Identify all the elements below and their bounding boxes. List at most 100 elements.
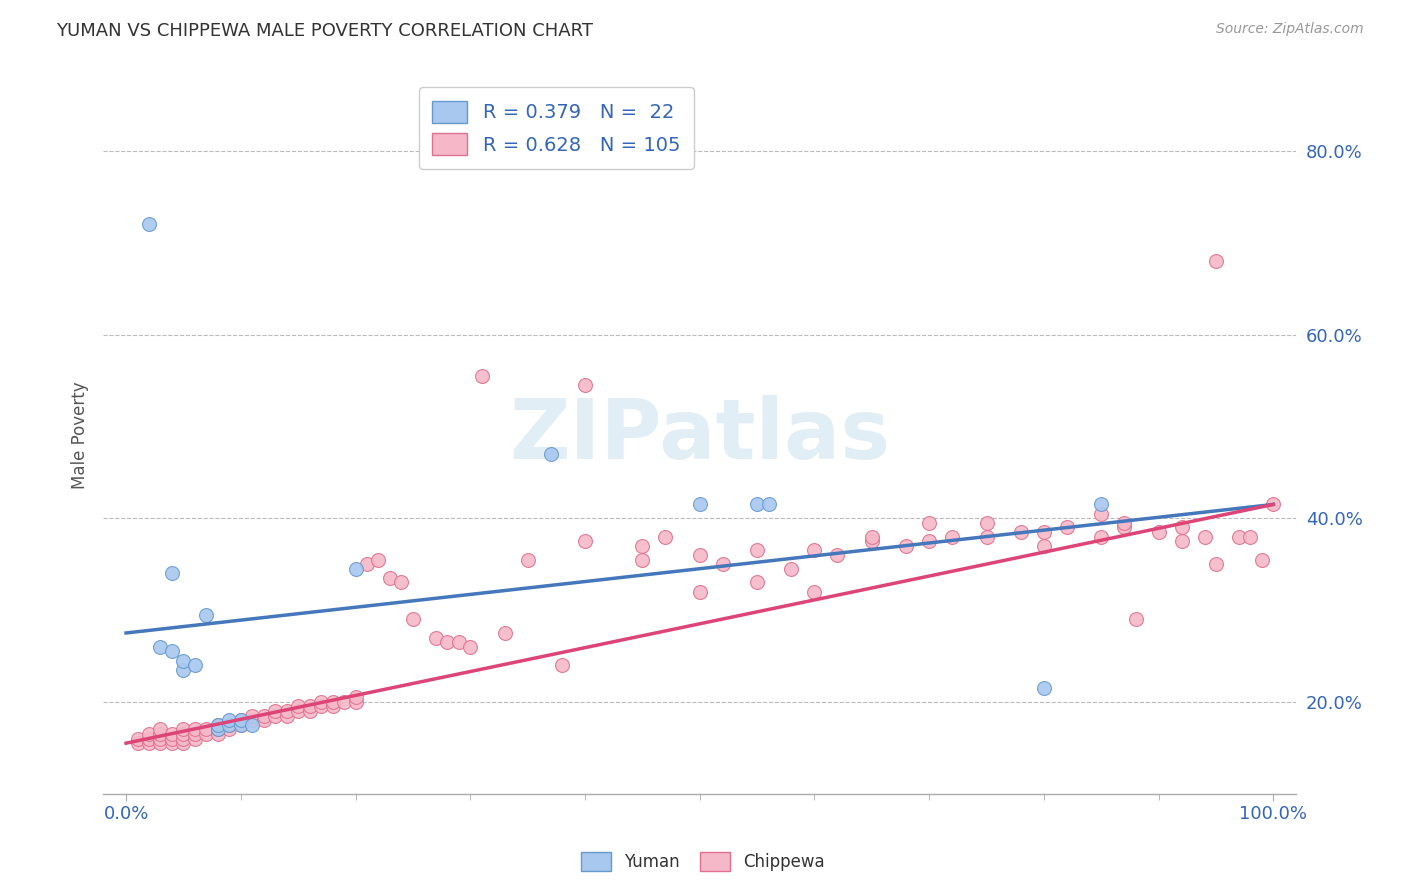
Point [229,713,252,727]
Point [1090,507,1112,521]
Point [1147,524,1170,539]
Point [976,516,998,530]
Point [745,543,768,558]
Point [447,635,470,649]
Point [253,708,276,723]
Point [184,727,207,741]
Point [138,736,160,750]
Point [322,699,344,714]
Point [631,552,654,566]
Point [309,699,332,714]
Point [184,731,207,746]
Point [160,727,183,741]
Point [172,654,194,668]
Point [516,552,538,566]
Point [195,727,218,741]
Text: Source: ZipAtlas.com: Source: ZipAtlas.com [1216,22,1364,37]
Point [758,497,780,511]
Point [918,516,941,530]
Point [229,718,252,732]
Point [471,368,494,383]
Point [149,727,172,741]
Point [195,723,218,737]
Point [218,718,240,732]
Point [172,727,194,741]
Text: ZIPatlas: ZIPatlas [509,395,890,476]
Point [494,626,516,640]
Point [1056,520,1078,534]
Point [160,566,183,581]
Point [860,534,883,549]
Point [207,727,229,741]
Point [1250,552,1272,566]
Point [574,378,596,392]
Point [207,723,229,737]
Point [207,723,229,737]
Point [309,695,332,709]
Point [551,658,574,673]
Point [1194,530,1216,544]
Point [218,718,240,732]
Point [1205,254,1227,268]
Point [1010,524,1032,539]
Point [276,708,298,723]
Point [1170,520,1192,534]
Point [425,631,447,645]
Point [184,658,207,673]
Point [1090,497,1112,511]
Point [402,612,425,626]
Point [367,552,389,566]
Point [253,713,276,727]
Legend: Yuman, Chippewa: Yuman, Chippewa [572,843,834,880]
Point [689,497,711,511]
Point [391,575,413,590]
Point [160,644,183,658]
Point [149,731,172,746]
Point [1032,681,1054,695]
Point [240,713,263,727]
Point [1125,612,1147,626]
Point [827,548,849,562]
Point [1170,534,1192,549]
Point [322,695,344,709]
Point [1032,539,1054,553]
Point [1205,557,1227,571]
Point [333,695,356,709]
Point [276,704,298,718]
Point [138,218,160,232]
Point [298,704,321,718]
Point [745,497,768,511]
Point [1239,530,1261,544]
Point [976,530,998,544]
Point [344,562,367,576]
Point [149,736,172,750]
Point [172,723,194,737]
Point [896,539,918,553]
Point [540,447,562,461]
Point [378,571,401,585]
Text: YUMAN VS CHIPPEWA MALE POVERTY CORRELATION CHART: YUMAN VS CHIPPEWA MALE POVERTY CORRELATI… [56,22,593,40]
Point [160,736,183,750]
Point [344,695,367,709]
Point [1032,524,1054,539]
Point [149,723,172,737]
Point [780,562,803,576]
Point [344,690,367,705]
Point [1227,530,1250,544]
Point [240,708,263,723]
Point [172,663,194,677]
Point [287,699,309,714]
Point [918,534,941,549]
Point [689,548,711,562]
Point [803,584,825,599]
Point [138,727,160,741]
Point [941,530,963,544]
Point [436,635,458,649]
Point [803,543,825,558]
Point [458,640,481,654]
Point [207,718,229,732]
Point [218,723,240,737]
Y-axis label: Male Poverty: Male Poverty [72,382,89,490]
Point [689,584,711,599]
Point [1114,516,1136,530]
